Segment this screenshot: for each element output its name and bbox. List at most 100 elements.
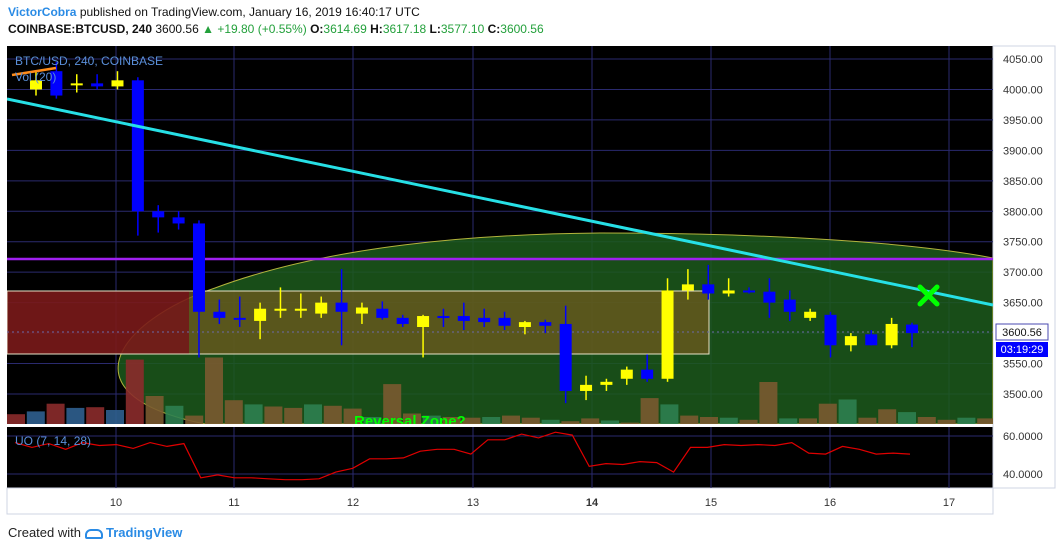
candle-body [192, 223, 205, 312]
candle-body [539, 322, 552, 326]
volume-bar [383, 384, 402, 424]
candle-body [50, 71, 63, 96]
volume-bar [46, 403, 65, 424]
candle-body [641, 369, 654, 379]
volume-bar [561, 421, 580, 424]
volume-bar [26, 411, 45, 424]
close-label: C: [487, 22, 501, 36]
footer: Created with TradingView [8, 525, 182, 540]
candle-body [498, 317, 511, 326]
volume-bar [482, 417, 501, 424]
volume-bar [224, 400, 243, 424]
time-tick-label: 13 [467, 497, 479, 509]
candle-body [804, 311, 817, 318]
candle-body [355, 307, 368, 314]
candle-body [457, 316, 470, 321]
author-link[interactable]: VictorCobra [8, 5, 77, 19]
candle-body [722, 290, 735, 294]
candle-body [518, 322, 531, 327]
volume-bar [125, 359, 144, 424]
volume-bar [304, 404, 322, 424]
uo-tick-label: 40.0000 [1003, 469, 1043, 481]
low-value: 3577.10 [440, 22, 485, 36]
symbol-legend: BTC/USD, 240, COINBASE [15, 54, 163, 68]
volume-bar [185, 415, 204, 424]
volume-bar [898, 412, 916, 424]
volume-bar [323, 405, 342, 424]
time-tick-label: 10 [110, 497, 122, 509]
candle-body [91, 83, 104, 87]
target-x-marker [917, 284, 940, 307]
tradingview-brand[interactable]: TradingView [105, 525, 183, 540]
candle-body [172, 217, 185, 224]
volume-bar [917, 417, 936, 424]
change-value: ▲ +19.80 (+0.55%) [202, 22, 307, 36]
high-label: H: [370, 22, 383, 36]
price-tick-label: 3550.00 [1003, 359, 1043, 371]
volume-bar [719, 417, 738, 424]
symbol-label: COINBASE:BTCUSD, 240 [8, 22, 153, 36]
volume-bar [66, 407, 85, 424]
uo-line [14, 431, 911, 481]
volume-bar [145, 396, 164, 424]
volume-bar [739, 419, 758, 424]
low-label: L: [429, 22, 441, 36]
candles [30, 62, 918, 404]
volume-bar [244, 404, 263, 424]
volume-bar [680, 415, 699, 424]
price-tick-label: 3700.00 [1003, 267, 1043, 279]
time-axis[interactable] [6, 487, 994, 515]
volume-bar [205, 357, 223, 424]
volume-bar [838, 399, 857, 424]
candle-body [417, 316, 430, 327]
candle-body [131, 80, 144, 212]
candle-body [111, 80, 124, 87]
uo-pane[interactable] [7, 427, 993, 488]
candle-body [254, 308, 267, 321]
candle-body [315, 302, 328, 314]
support-zone-right [189, 291, 709, 354]
price-tick-label: 3900.00 [1003, 145, 1043, 157]
published-text: published on TradingView.com, January 16… [79, 5, 420, 19]
volume-bar [541, 419, 560, 424]
volume-bar [957, 417, 976, 424]
price-tag: 3600.56 [1002, 327, 1042, 339]
candle-body [824, 314, 837, 346]
volume-bar [818, 403, 837, 424]
candle-body [152, 211, 165, 218]
candle-body [906, 324, 918, 334]
candle-body [844, 336, 857, 346]
volume-bar [462, 417, 481, 424]
candle-body [437, 316, 450, 319]
price-tick-label: 3850.00 [1003, 176, 1043, 188]
volume-bar [343, 408, 362, 424]
candle-body [70, 83, 83, 86]
high-value: 3617.18 [382, 22, 427, 36]
orange-drawing[interactable] [11, 66, 57, 77]
volume-bar [759, 382, 778, 424]
candle-body [620, 369, 633, 379]
price-tag-bg [995, 323, 1049, 341]
price-tick-label: 3750.00 [1003, 237, 1043, 249]
support-zone-outline [7, 290, 710, 355]
volume-bar [284, 407, 303, 424]
support-zone-left [7, 291, 189, 354]
volume-bar [86, 407, 105, 424]
candle-body [396, 317, 409, 324]
volume-bar [937, 419, 956, 424]
volume-bar [858, 417, 877, 424]
publish-line: VictorCobra published on TradingView.com… [8, 5, 420, 19]
trend-line[interactable] [7, 97, 993, 307]
volume-bar [502, 415, 520, 424]
price-axis-labels: 3500.003550.003600.003650.003700.003750.… [1003, 54, 1043, 401]
candle-body [763, 291, 776, 303]
volume-legend: Vol (20) [15, 70, 56, 84]
price-axis[interactable] [992, 45, 1056, 489]
volume-bars [7, 357, 993, 424]
candle-body [335, 302, 348, 312]
time-tick-label: 14 [586, 497, 599, 509]
candle-body [376, 308, 389, 318]
price-tick-label: 3500.00 [1003, 389, 1043, 401]
volume-bar [779, 418, 798, 424]
